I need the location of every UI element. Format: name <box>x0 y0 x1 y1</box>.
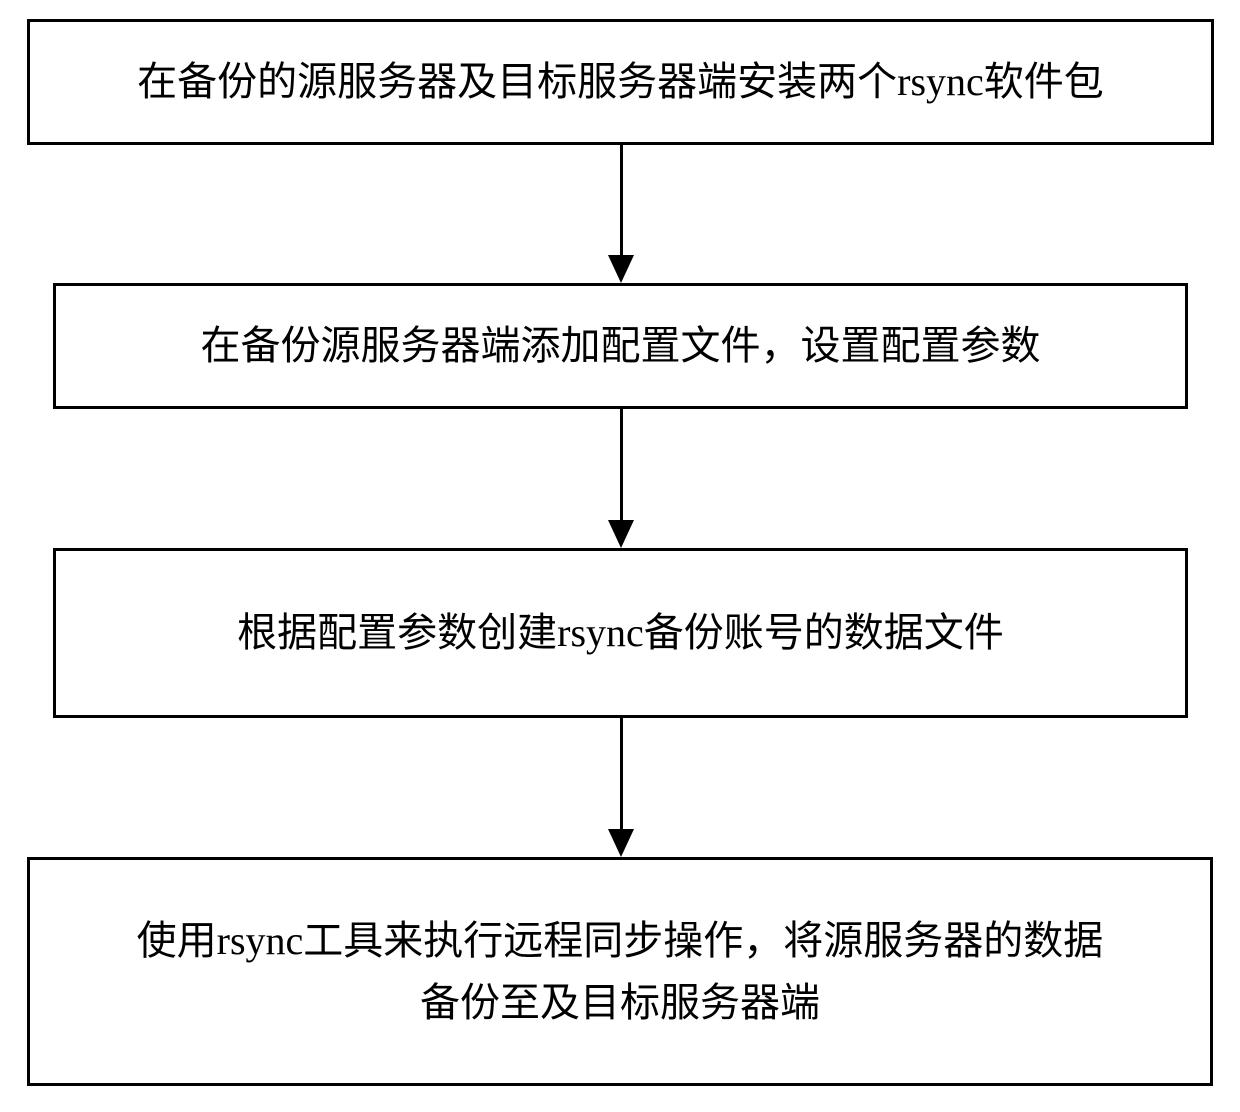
flow-node-1-text: 在备份的源服务器及目标服务器端安装两个rsync软件包 <box>137 51 1104 113</box>
flow-node-2: 在备份源服务器端添加配置文件，设置配置参数 <box>53 283 1188 409</box>
flow-node-3-text: 根据配置参数创建rsync备份账号的数据文件 <box>237 602 1004 664</box>
arrow-3-head <box>608 829 634 857</box>
arrow-2-head <box>608 520 634 548</box>
flow-node-4: 使用rsync工具来执行远程同步操作，将源服务器的数据 备份至及目标服务器端 <box>27 857 1213 1086</box>
arrow-1-head <box>608 255 634 283</box>
flow-node-3: 根据配置参数创建rsync备份账号的数据文件 <box>53 548 1188 718</box>
flowchart-canvas: { "diagram": { "type": "flowchart", "bac… <box>0 0 1240 1112</box>
arrow-2-line <box>620 409 623 520</box>
flow-node-2-text: 在备份源服务器端添加配置文件，设置配置参数 <box>201 315 1041 377</box>
arrow-1-line <box>620 145 623 255</box>
flow-node-1: 在备份的源服务器及目标服务器端安装两个rsync软件包 <box>27 19 1214 145</box>
flow-node-4-text: 使用rsync工具来执行远程同步操作，将源服务器的数据 备份至及目标服务器端 <box>137 910 1104 1034</box>
arrow-3-line <box>620 718 623 829</box>
